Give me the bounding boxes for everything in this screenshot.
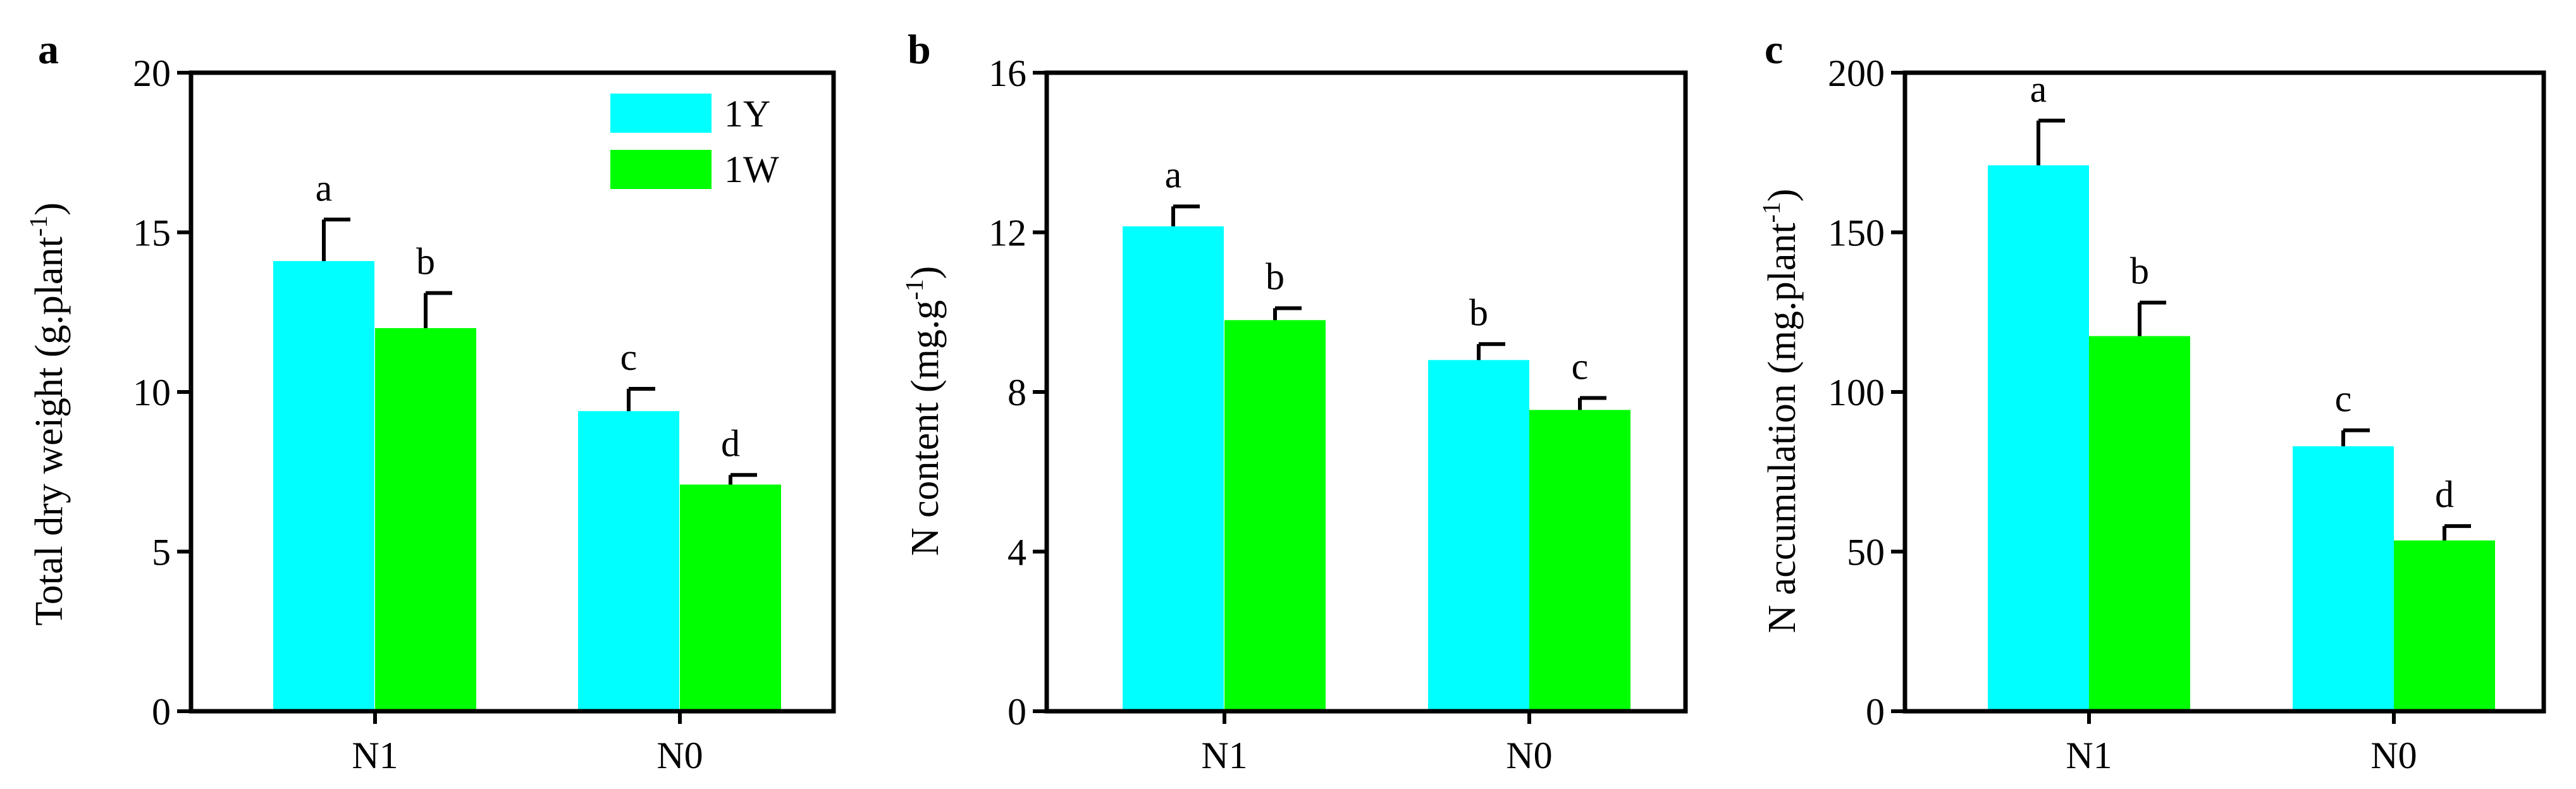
sig-label-b-1w-n1: b (1266, 255, 1285, 297)
y-tick-label-b-4: 4 (1008, 532, 1026, 573)
panel-letter-a: a (38, 27, 59, 73)
x-tick-label-a-n1: N1 (352, 735, 398, 776)
bar-a-1y-n0 (578, 411, 679, 711)
y-tick-label-c-100: 100 (1828, 372, 1885, 413)
panel-a: a Total dry weight (g.plant-1) a c b d 0 5 10 1… (24, 27, 836, 776)
bar-b-1y-n0 (1428, 360, 1529, 711)
plot-area-c: a c b d 0 50 100 150 200 N1 N0 (1828, 52, 2546, 776)
sig-label-a-1w-n1: b (416, 240, 435, 282)
y-tick-label-a-5: 5 (152, 532, 171, 573)
plot-area-a: a c b d 0 5 10 15 20 N1 N0 (133, 52, 836, 776)
bar-c-1w-n1 (2089, 336, 2190, 711)
bar-c-1y-n0 (2293, 446, 2394, 711)
x-tick-label-a-n0: N0 (656, 735, 703, 776)
sig-label-c-1w-n1: b (2130, 250, 2149, 292)
sig-label-a-1y-n1: a (316, 167, 333, 209)
sig-label-b-1w-n0: c (1572, 345, 1589, 387)
bar-a-1y-n1 (273, 260, 374, 711)
legend-swatch-1y (610, 94, 712, 133)
legend-swatch-1w (610, 150, 712, 189)
y-tick-label-b-0: 0 (1008, 691, 1026, 733)
panel-letter-c: c (1765, 27, 1783, 73)
sig-label-c-1y-n1: a (2030, 68, 2047, 110)
bar-b-1w-n1 (1224, 320, 1326, 711)
y-tick-label-b-16: 16 (989, 52, 1026, 94)
y-tick-label-c-50: 50 (1847, 532, 1885, 573)
legend-label-1y: 1Y (724, 93, 770, 135)
legend: 1Y 1W (610, 93, 779, 190)
y-tick-label-c-0: 0 (1866, 691, 1885, 733)
sig-label-a-1y-n0: c (620, 336, 638, 378)
y-axis-label-b: N content (mg.g-1) (900, 266, 947, 556)
y-tick-label-c-150: 150 (1828, 212, 1885, 254)
x-tick-label-b-n1: N1 (1201, 735, 1247, 776)
y-tick-label-b-12: 12 (989, 212, 1026, 254)
y-tick-label-a-20: 20 (133, 52, 171, 94)
x-tick-label-c-n0: N0 (2370, 735, 2417, 776)
bar-a-1w-n0 (680, 484, 781, 711)
x-tick-label-b-n0: N0 (1506, 735, 1552, 776)
bar-c-1w-n0 (2394, 540, 2495, 711)
panel-letter-b: b (908, 27, 931, 73)
y-tick-label-a-15: 15 (133, 212, 171, 254)
y-tick-label-c-200: 200 (1828, 52, 1885, 94)
sig-label-c-1y-n0: c (2335, 378, 2352, 420)
sig-label-a-1w-n0: d (721, 422, 740, 464)
sig-label-b-1y-n0: b (1469, 291, 1488, 333)
y-axis-label-c: N accumulation (mg.plant-1) (1757, 188, 1804, 633)
panel-c: c N accumulation (mg.plant-1) a c b d 0 50 100… (1757, 27, 2546, 776)
y-tick-label-a-0: 0 (152, 691, 171, 733)
legend-label-1w: 1W (724, 149, 779, 190)
x-tick-label-c-n1: N1 (2066, 735, 2112, 776)
y-tick-label-b-8: 8 (1008, 372, 1026, 413)
bar-a-1w-n1 (375, 328, 476, 711)
bar-b-1w-n0 (1529, 410, 1630, 711)
y-axis-label-a: Total dry weight (g.plant-1) (24, 202, 71, 626)
sig-label-c-1w-n0: d (2435, 474, 2454, 515)
bar-b-1y-n1 (1123, 226, 1224, 711)
panel-b: b N content (mg.g-1) a b b c 0 4 8 12 16 N1 N0 (900, 27, 1688, 776)
bar-c-1y-n1 (1988, 165, 2089, 711)
sig-label-b-1y-n1: a (1165, 154, 1182, 195)
plot-area-b: a b b c 0 4 8 12 16 N1 N0 (989, 52, 1688, 776)
y-tick-label-a-10: 10 (133, 372, 171, 413)
